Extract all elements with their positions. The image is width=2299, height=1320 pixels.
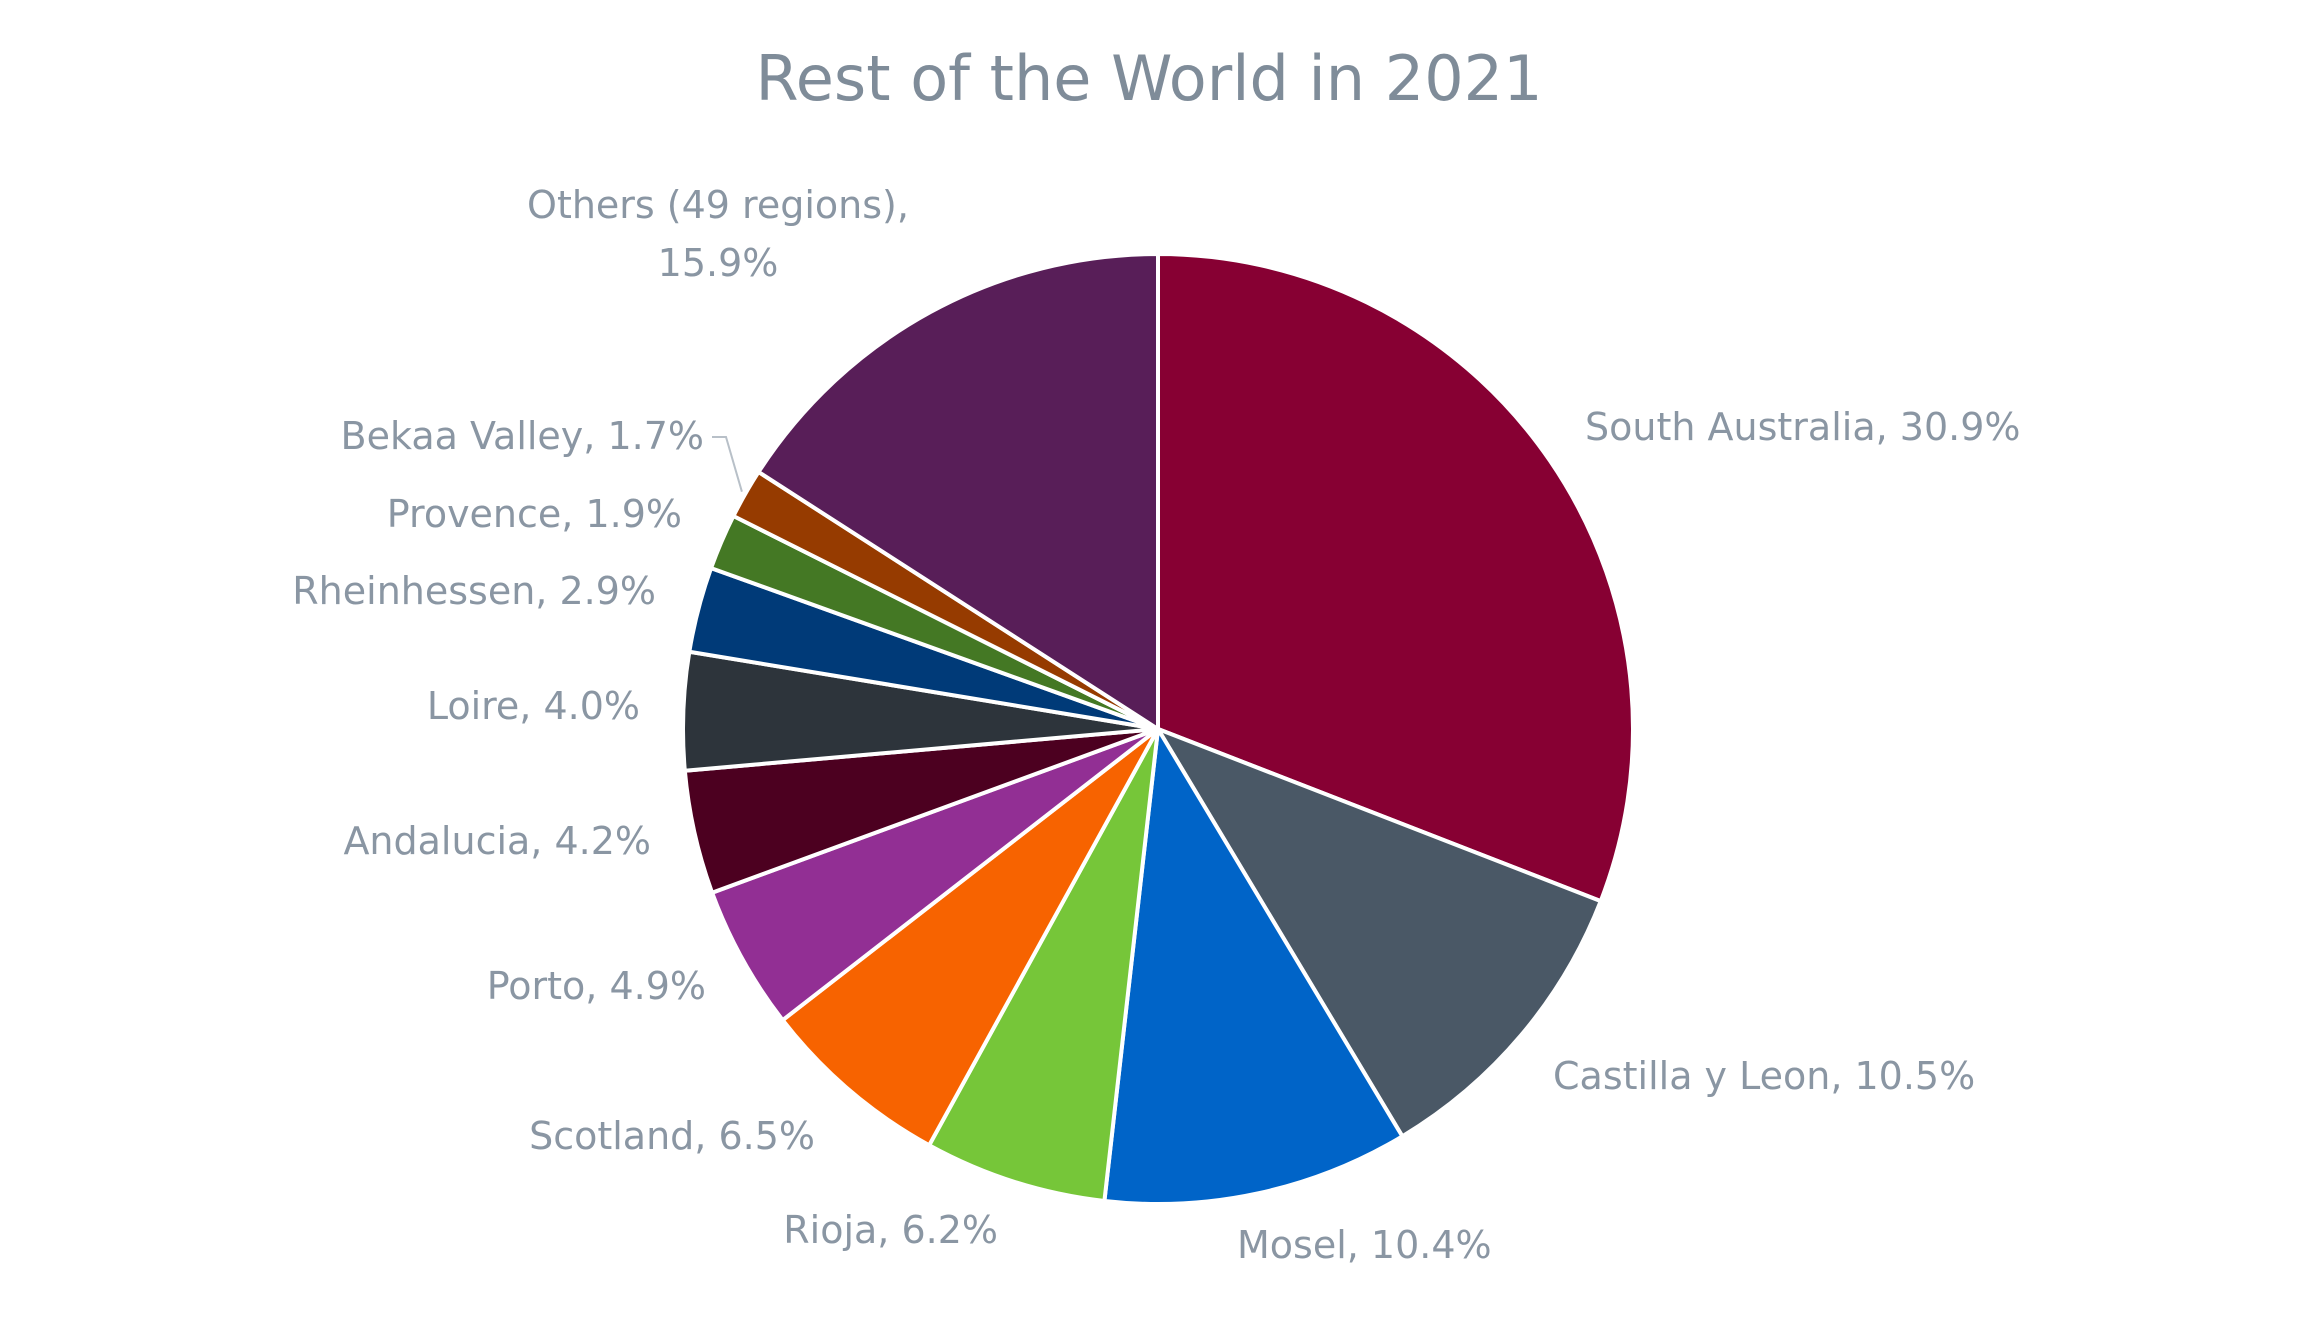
slice-labels: South Australia, 30.9% Castilla y Leon, 1… (292, 183, 2020, 1267)
chart-title: Rest of the World in 2021 (755, 42, 1542, 115)
slice-label: Rheinhessen, 2.9% (292, 569, 656, 613)
pie-slice-south-australia (1156, 252, 1635, 904)
pie-slice-mosel (1102, 727, 1405, 1207)
slice-label-value: 15.9% (658, 241, 779, 285)
leader-line-bekaa-valley (712, 436, 743, 492)
pie-slices (681, 252, 1635, 1207)
slice-label-name: Others (49 regions), (527, 183, 909, 227)
pie-slice-castilla-y-leon (1156, 727, 1603, 1139)
slice-label: Mosel, 10.4% (1237, 1223, 1492, 1267)
slice-label: Porto, 4.9% (487, 964, 706, 1008)
slice-label: Bekaa Valley, 1.7% (341, 414, 704, 458)
slice-label: Andalucia, 4.2% (343, 819, 651, 863)
slice-label: Loire, 4.0% (427, 684, 640, 728)
slice-label: South Australia, 30.9% (1585, 405, 2020, 449)
pie-slice-scotland (780, 727, 1160, 1148)
leader-lines (712, 436, 743, 492)
pie-slice-rioja (927, 727, 1160, 1203)
slice-label: Scotland, 6.5% (529, 1114, 815, 1158)
pie-slice-others-49-regions (756, 252, 1160, 731)
slice-label: Provence, 1.9% (387, 492, 682, 536)
slice-label: Others (49 regions), 15.9% (527, 183, 909, 285)
pie-slice-porto (710, 727, 1160, 1023)
slice-label: Rioja, 6.2% (783, 1208, 998, 1252)
slice-label: Castilla y Leon, 10.5% (1553, 1054, 1975, 1098)
